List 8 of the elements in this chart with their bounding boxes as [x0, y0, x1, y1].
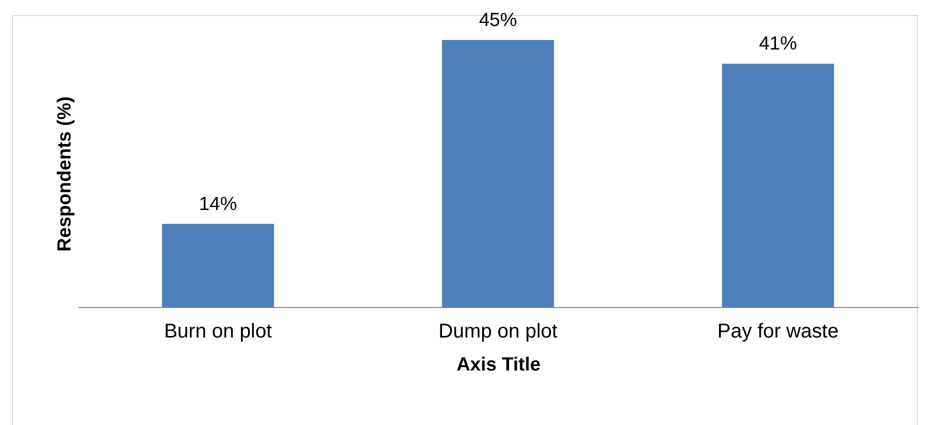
y-axis-title: Respondents (%) — [54, 96, 76, 252]
x-tick-label: Dump on plot — [438, 320, 558, 342]
x-tick-label: Pay for waste — [717, 320, 839, 342]
x-tick-label: Burn on plot — [164, 320, 272, 342]
data-label: 14% — [198, 194, 238, 215]
x-axis-title: Axis Title — [456, 354, 541, 376]
data-label: 45% — [478, 10, 518, 31]
data-label: 41% — [758, 34, 798, 55]
